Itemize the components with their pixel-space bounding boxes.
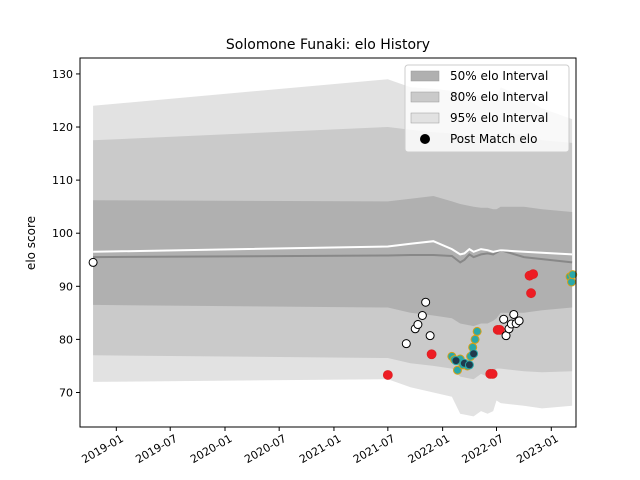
legend-marker — [420, 134, 430, 144]
elo-lines — [93, 240, 573, 264]
expected-elo-line — [93, 240, 573, 256]
navy-point — [451, 356, 461, 366]
band-50 — [93, 196, 573, 327]
x-tick-label: 2023-01 — [514, 432, 560, 466]
teal-point — [453, 365, 463, 375]
legend-swatch — [410, 91, 440, 103]
red-point — [528, 269, 539, 279]
post-match-point — [499, 314, 509, 324]
y-tick-label: 90 — [59, 280, 73, 293]
post-match-point — [401, 339, 411, 349]
post-match-point — [417, 311, 427, 321]
teal-point — [567, 277, 577, 287]
x-axis: 2019-01 2019-07 2020-01 2020-07 2021-01 2021-… — [79, 427, 561, 466]
post-match-point — [425, 331, 435, 341]
legend-label: Post Match elo — [450, 132, 537, 146]
x-tick-label: 2021-01 — [297, 432, 343, 466]
x-tick-label: 2021-07 — [351, 432, 397, 466]
y-axis-label: elo score — [24, 216, 38, 270]
y-tick-label: 100 — [52, 227, 73, 240]
legend-label: 50% elo Interval — [450, 69, 548, 83]
teal-point — [472, 326, 482, 336]
post-match-point — [514, 316, 524, 326]
y-tick-label: 120 — [52, 121, 73, 134]
post-match-point — [421, 297, 431, 307]
teal-point — [470, 334, 480, 344]
interval-bands — [93, 79, 573, 417]
post-match-point — [509, 309, 519, 319]
x-tick-label: 2019-07 — [133, 432, 179, 466]
chart-title: Solomone Funaki: elo History — [226, 37, 430, 53]
x-tick-label: 2022-07 — [460, 432, 506, 466]
legend: 50% elo Interval 80% elo Interval 95% elo … — [404, 64, 570, 153]
legend-swatch — [410, 112, 440, 124]
match-points — [88, 257, 578, 380]
y-tick-label: 130 — [52, 68, 73, 81]
x-tick-label: 2022-01 — [406, 432, 452, 466]
y-axis: 70 80 90 100 110 120 130 — [52, 68, 80, 399]
red-point — [382, 370, 393, 380]
red-point — [526, 288, 536, 299]
y-tick-label: 110 — [52, 174, 73, 187]
red-point — [426, 349, 437, 360]
post-match-point — [413, 320, 423, 330]
legend-label: 95% elo Interval — [450, 111, 548, 125]
y-tick-label: 80 — [59, 333, 73, 346]
x-tick-label: 2020-01 — [188, 432, 234, 466]
plot-area-frame — [79, 57, 577, 428]
x-tick-label: 2019-01 — [79, 432, 125, 466]
legend-label: 80% elo Interval — [450, 90, 548, 104]
teal-point — [568, 270, 578, 280]
post-match-point — [88, 257, 98, 267]
x-tick-label: 2020-07 — [242, 432, 288, 466]
navy-point — [469, 349, 479, 359]
legend-swatch — [410, 70, 440, 82]
legend-box — [404, 64, 570, 153]
y-tick-label: 70 — [59, 386, 73, 399]
red-point — [494, 324, 505, 335]
navy-point — [464, 360, 474, 370]
red-point — [487, 369, 498, 379]
